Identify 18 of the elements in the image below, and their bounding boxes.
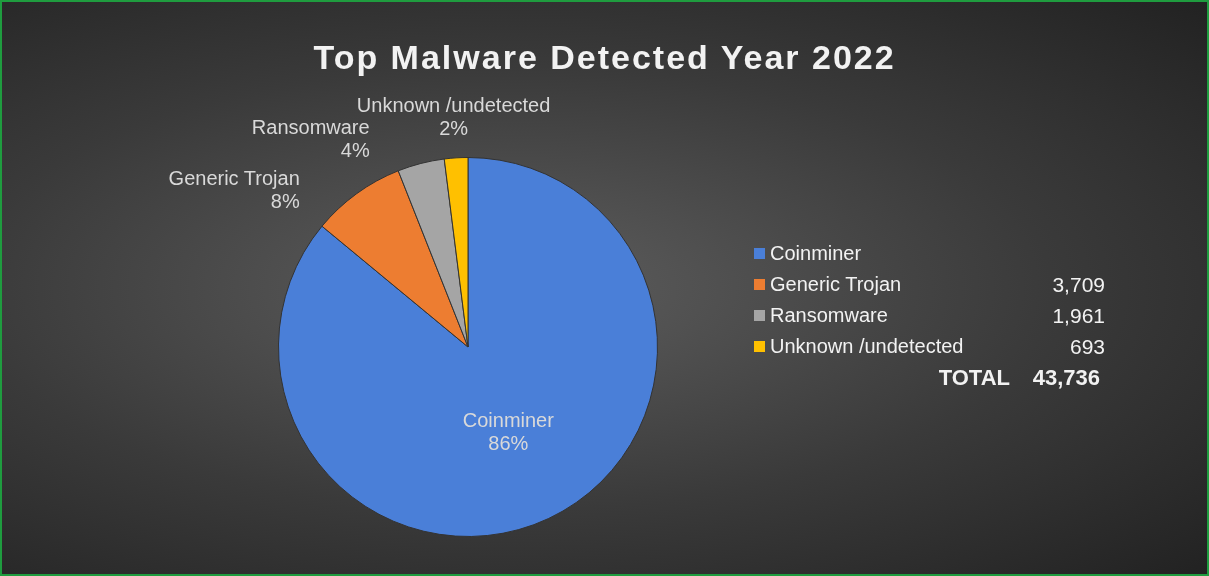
legend-label: Ransomware <box>770 304 889 327</box>
text: 3,709 <box>1051 272 1105 297</box>
text: 693 <box>1068 334 1105 359</box>
data-label: 2% <box>439 116 469 139</box>
slice-label: Coinminer <box>770 242 863 265</box>
slice-label: Coinminer <box>462 408 555 431</box>
text: 43,736 <box>1031 364 1100 391</box>
data-label: 86% <box>488 431 529 454</box>
text: 1,961 <box>1051 303 1105 328</box>
chart-title: Top Malware Detected Year 2022 <box>312 38 897 77</box>
data-label: 4% <box>340 138 370 161</box>
slice-label: Generic Trojan <box>168 166 300 189</box>
legend-label: Generic Trojan <box>770 273 903 296</box>
slice-label: Ransomware <box>251 115 370 138</box>
data-label: 8% <box>270 189 300 212</box>
text: TOTAL <box>937 364 1010 391</box>
slice-label: Unknown /undetected <box>356 93 551 116</box>
legend-label: Unknown /undetected <box>770 335 965 358</box>
